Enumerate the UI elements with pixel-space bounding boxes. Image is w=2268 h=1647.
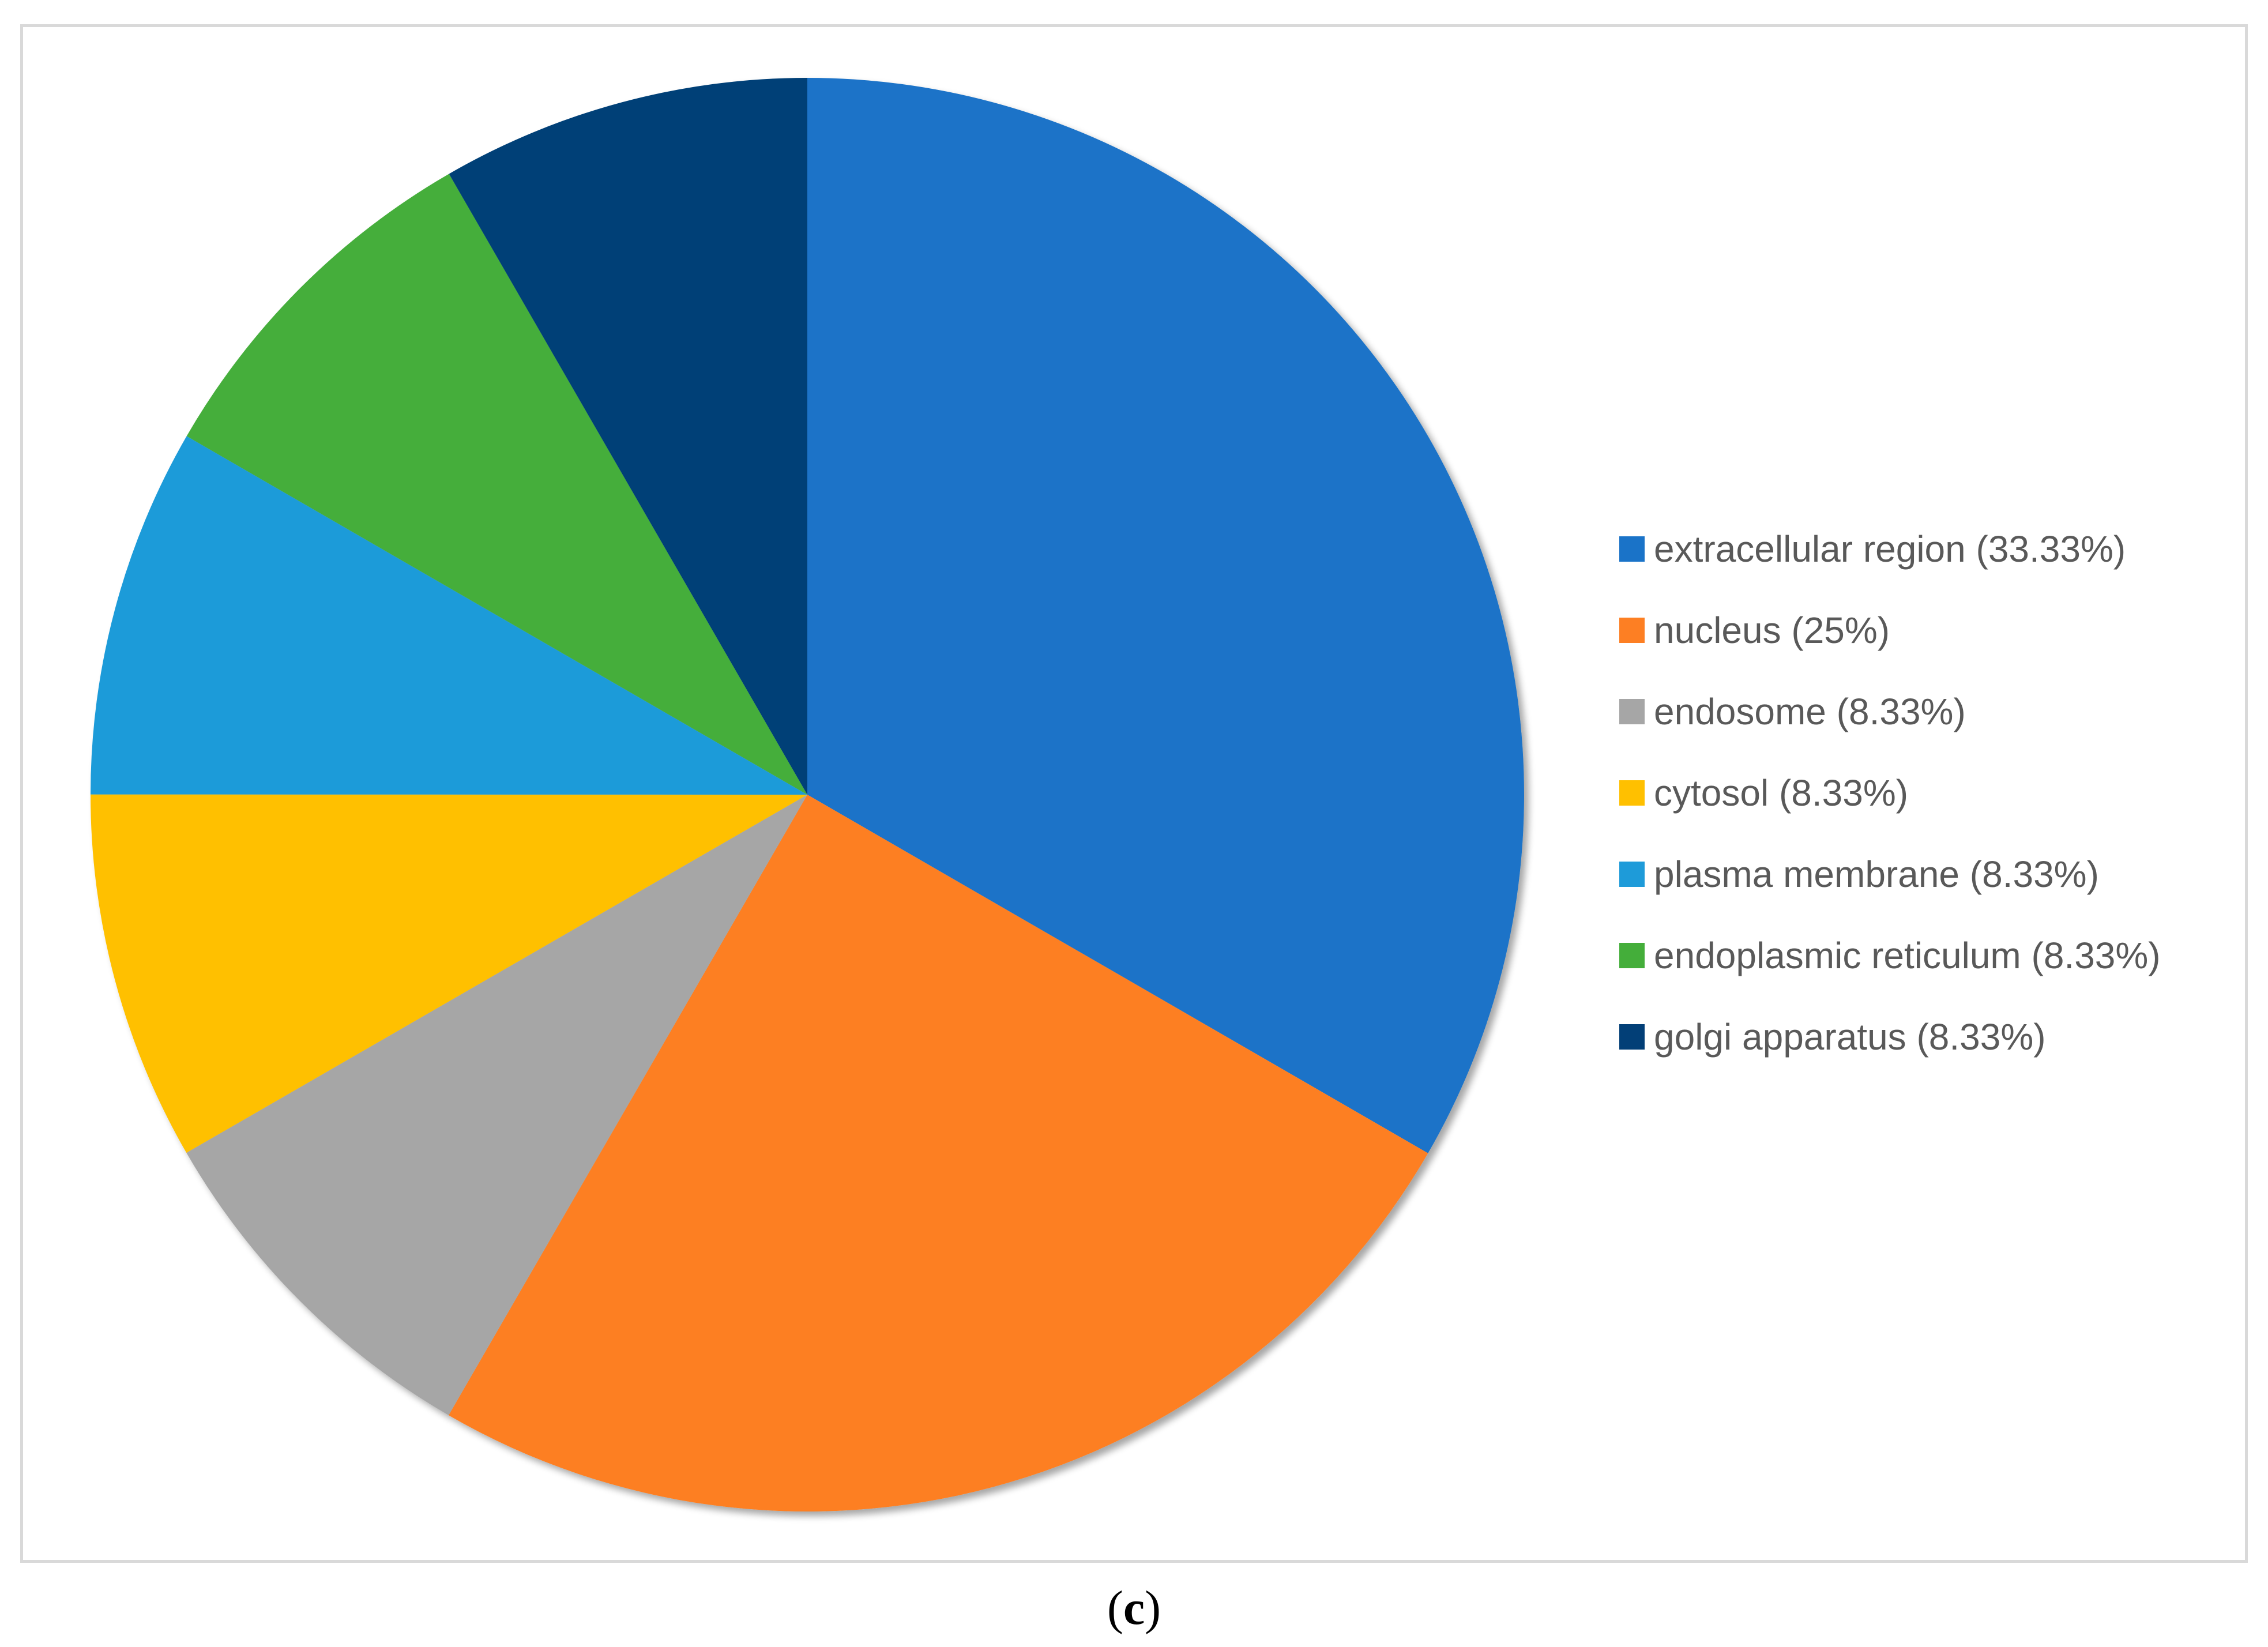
legend-swatch-5 <box>1619 862 1645 887</box>
pie-slice-7 <box>449 78 807 795</box>
pie-slice-4 <box>90 794 807 1153</box>
panel-label-letter: c <box>1123 1581 1145 1635</box>
legend-label-5: plasma membrane (8.33%) <box>1654 853 2099 895</box>
legend-label-6: endoplasmic reticulum (8.33%) <box>1654 935 2161 976</box>
legend-label-2: nucleus (25%) <box>1654 610 1890 651</box>
legend-label-7: golgi apparatus (8.33%) <box>1654 1016 2046 1058</box>
pie-slice-2 <box>448 795 1428 1511</box>
legend-swatch-6 <box>1619 943 1645 968</box>
panel-label: (c) <box>0 1580 2268 1636</box>
legend-label-1: extracellular region (33.33%) <box>1654 528 2126 570</box>
pie-slice-6 <box>186 174 807 795</box>
pie-slices <box>90 78 1525 1511</box>
legend-swatch-7 <box>1619 1024 1645 1050</box>
legend-label-3: endosome (8.33%) <box>1654 691 1966 732</box>
legend-swatch-1 <box>1619 536 1645 562</box>
legend-label-4: cytosol (8.33%) <box>1654 772 1908 814</box>
legend: extracellular region (33.33%) nucleus (25… <box>1619 528 2161 1058</box>
pie-slice-1 <box>807 78 1525 1153</box>
panel-label-open: ( <box>1107 1581 1123 1635</box>
legend-swatch-3 <box>1619 699 1645 724</box>
legend-swatch-4 <box>1619 780 1645 806</box>
pie-slice-3 <box>186 795 807 1416</box>
pie-slice-5 <box>91 436 807 795</box>
legend-swatch-2 <box>1619 618 1645 643</box>
panel-label-close: ) <box>1145 1581 1161 1635</box>
